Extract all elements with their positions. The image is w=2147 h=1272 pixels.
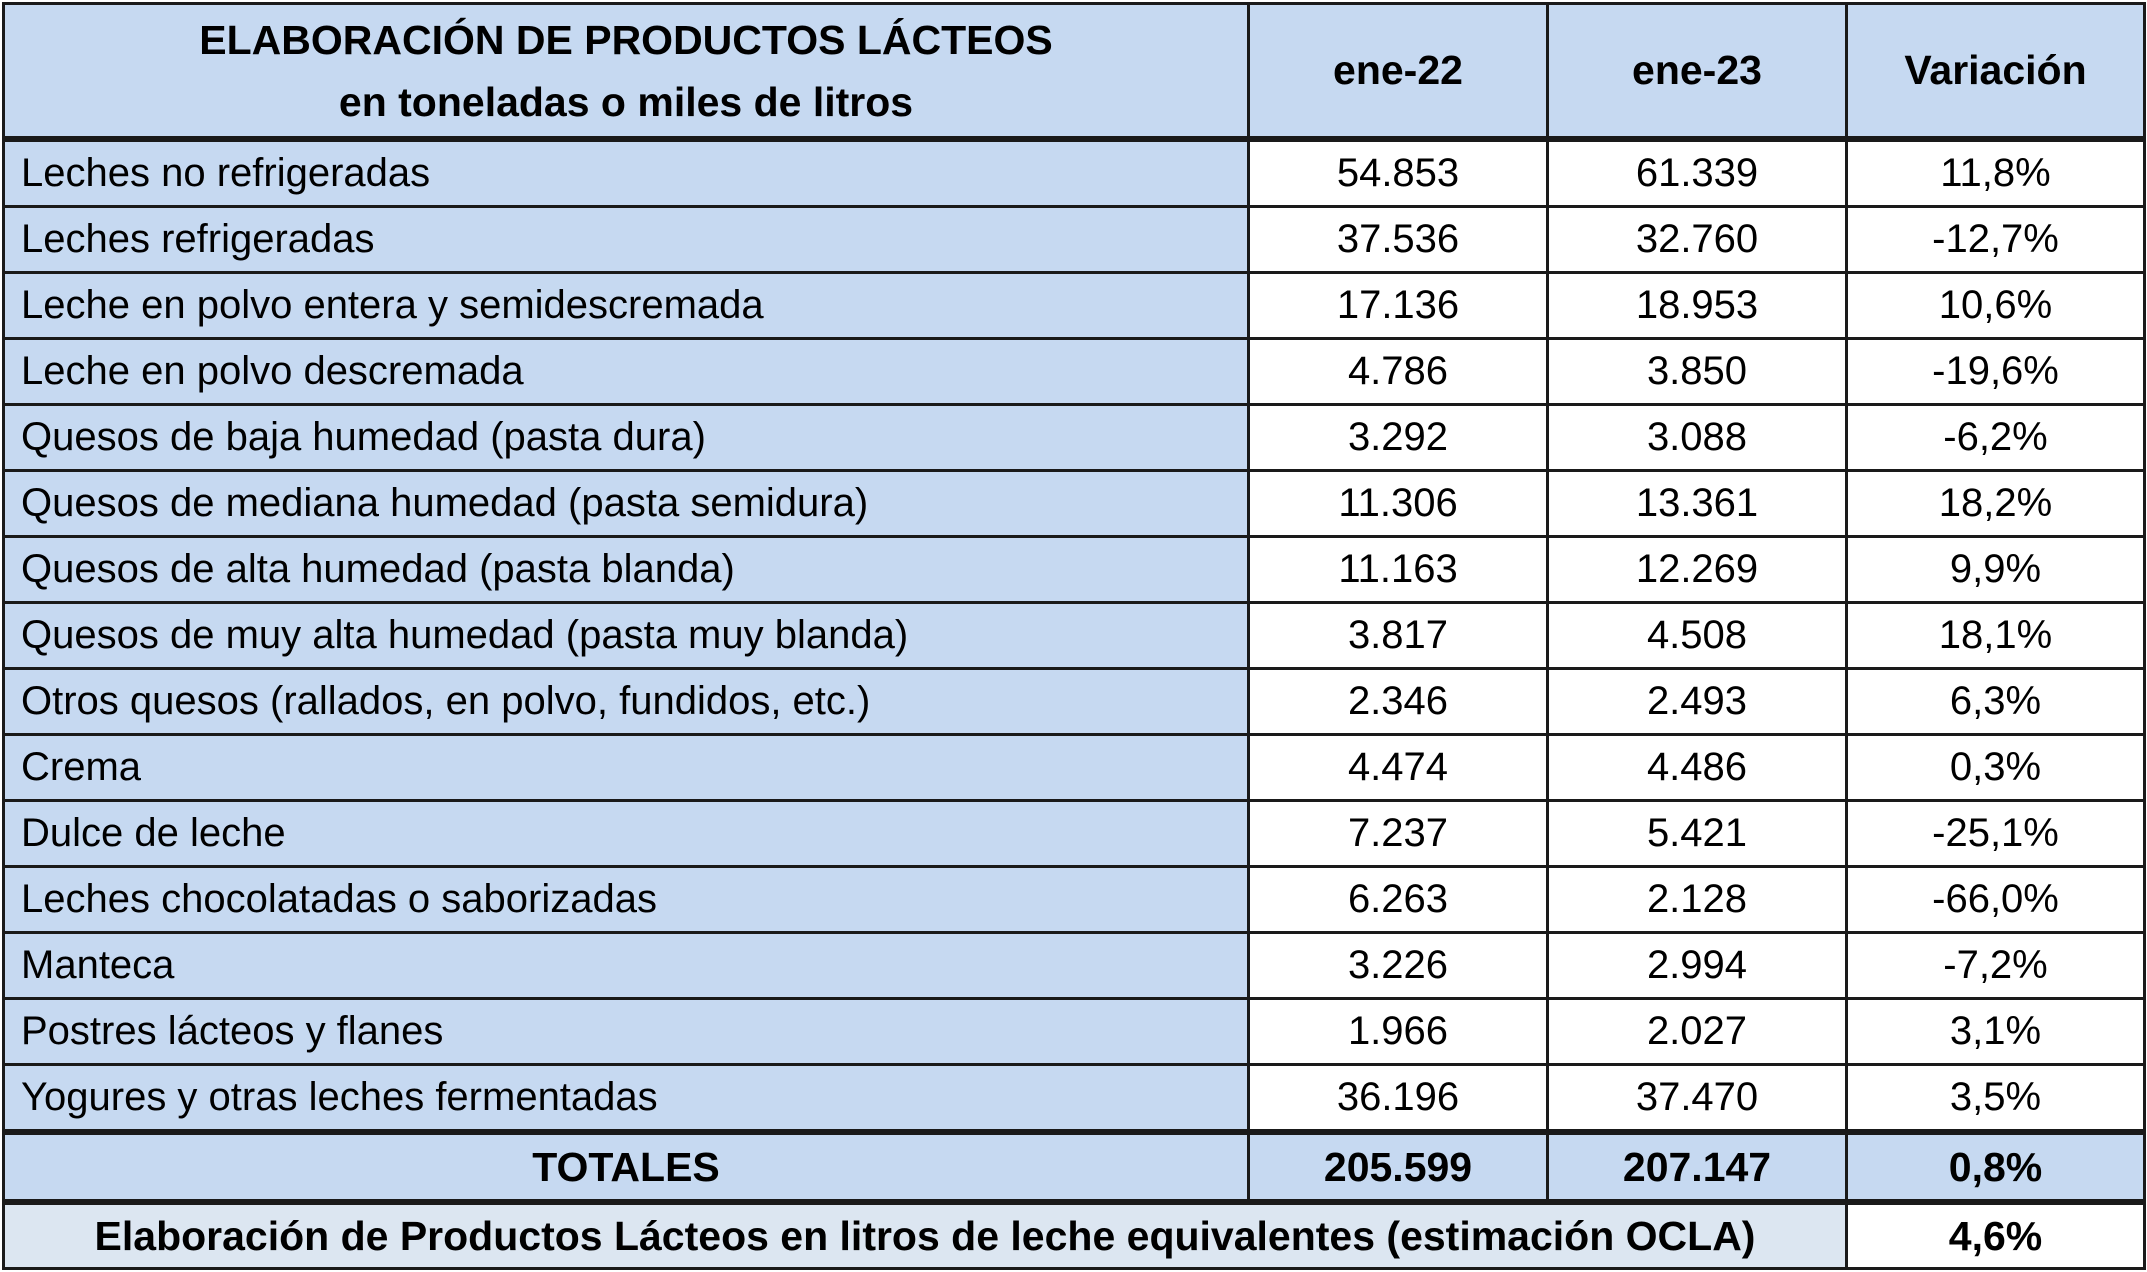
totals-label: TOTALES xyxy=(2,1129,1250,1205)
table-row: Quesos de alta humedad (pasta blanda) 11.… xyxy=(2,535,2146,604)
row-value-ene-23: 37.470 xyxy=(1546,1063,1848,1134)
row-label: Crema xyxy=(2,733,1250,802)
table-row: Otros quesos (rallados, en polvo, fundid… xyxy=(2,667,2146,736)
row-label: Leche en polvo entera y semidescremada xyxy=(2,271,1250,340)
row-variation: -12,7% xyxy=(1845,205,2146,274)
column-header-ene-23: ene-23 xyxy=(1546,2,1848,142)
header-row: ELABORACIÓN DE PRODUCTOS LÁCTEOS en tone… xyxy=(2,2,2146,142)
totals-variation: 0,8% xyxy=(1845,1129,2146,1205)
row-label: Quesos de alta humedad (pasta blanda) xyxy=(2,535,1250,604)
row-value-ene-22: 6.263 xyxy=(1247,865,1549,934)
table-row: Quesos de mediana humedad (pasta semidur… xyxy=(2,469,2146,538)
row-value-ene-23: 2.027 xyxy=(1546,997,1848,1066)
totals-ene-22: 205.599 xyxy=(1247,1129,1549,1205)
row-value-ene-23: 2.493 xyxy=(1546,667,1848,736)
row-label: Leches refrigeradas xyxy=(2,205,1250,274)
row-variation: 18,1% xyxy=(1845,601,2146,670)
row-label: Yogures y otras leches fermentadas xyxy=(2,1063,1250,1134)
table-row: Postres lácteos y flanes 1.966 2.027 3,1% xyxy=(2,997,2146,1066)
row-variation: -66,0% xyxy=(1845,865,2146,934)
row-value-ene-23: 12.269 xyxy=(1546,535,1848,604)
footer-row: Elaboración de Productos Lácteos en litr… xyxy=(2,1200,2146,1270)
row-value-ene-22: 3.817 xyxy=(1247,601,1549,670)
row-value-ene-23: 18.953 xyxy=(1546,271,1848,340)
row-variation: 3,1% xyxy=(1845,997,2146,1066)
row-label: Quesos de muy alta humedad (pasta muy bl… xyxy=(2,601,1250,670)
row-value-ene-22: 1.966 xyxy=(1247,997,1549,1066)
footer-label: Elaboración de Productos Lácteos en litr… xyxy=(2,1200,1848,1270)
row-value-ene-22: 36.196 xyxy=(1247,1063,1549,1134)
row-value-ene-23: 5.421 xyxy=(1546,799,1848,868)
row-value-ene-22: 3.226 xyxy=(1247,931,1549,1000)
row-label: Quesos de mediana humedad (pasta semidur… xyxy=(2,469,1250,538)
row-value-ene-23: 61.339 xyxy=(1546,137,1848,208)
row-value-ene-23: 32.760 xyxy=(1546,205,1848,274)
row-value-ene-23: 13.361 xyxy=(1546,469,1848,538)
column-header-ene-22: ene-22 xyxy=(1247,2,1549,142)
row-value-ene-22: 17.136 xyxy=(1247,271,1549,340)
row-variation: -6,2% xyxy=(1845,403,2146,472)
row-label: Leches chocolatadas o saborizadas xyxy=(2,865,1250,934)
row-label: Postres lácteos y flanes xyxy=(2,997,1250,1066)
table-row: Quesos de muy alta humedad (pasta muy bl… xyxy=(2,601,2146,670)
column-header-variacion: Variación xyxy=(1845,2,2146,142)
row-variation: 18,2% xyxy=(1845,469,2146,538)
row-value-ene-23: 3.850 xyxy=(1546,337,1848,406)
table-title-line1: ELABORACIÓN DE PRODUCTOS LÁCTEOS xyxy=(199,16,1053,63)
row-label: Leches no refrigeradas xyxy=(2,137,1250,208)
table-row: Leche en polvo descremada 4.786 3.850 -19,6… xyxy=(2,337,2146,406)
row-value-ene-22: 54.853 xyxy=(1247,137,1549,208)
table-title: ELABORACIÓN DE PRODUCTOS LÁCTEOS en tone… xyxy=(2,2,1250,142)
row-variation: 3,5% xyxy=(1845,1063,2146,1134)
row-value-ene-22: 11.163 xyxy=(1247,535,1549,604)
table-row: Leches chocolatadas o saborizadas 6.263 2.… xyxy=(2,865,2146,934)
row-label: Quesos de baja humedad (pasta dura) xyxy=(2,403,1250,472)
table-row: Crema 4.474 4.486 0,3% xyxy=(2,733,2146,802)
row-variation: -7,2% xyxy=(1845,931,2146,1000)
row-variation: -25,1% xyxy=(1845,799,2146,868)
row-variation: 0,3% xyxy=(1845,733,2146,802)
row-value-ene-22: 37.536 xyxy=(1247,205,1549,274)
row-value-ene-23: 2.128 xyxy=(1546,865,1848,934)
row-label: Otros quesos (rallados, en polvo, fundid… xyxy=(2,667,1250,736)
row-variation: 6,3% xyxy=(1845,667,2146,736)
table-row: Manteca 3.226 2.994 -7,2% xyxy=(2,931,2146,1000)
row-value-ene-23: 4.508 xyxy=(1546,601,1848,670)
table-row: Leche en polvo entera y semidescremada 17… xyxy=(2,271,2146,340)
row-variation: -19,6% xyxy=(1845,337,2146,406)
row-value-ene-22: 7.237 xyxy=(1247,799,1549,868)
table-row: Leches refrigeradas 37.536 32.760 -12,7% xyxy=(2,205,2146,274)
totals-ene-23: 207.147 xyxy=(1546,1129,1848,1205)
row-variation: 10,6% xyxy=(1845,271,2146,340)
table-row: Leches no refrigeradas 54.853 61.339 11,8% xyxy=(2,137,2146,208)
table-row: Yogures y otras leches fermentadas 36.196… xyxy=(2,1063,2146,1134)
row-value-ene-23: 2.994 xyxy=(1546,931,1848,1000)
row-label: Leche en polvo descremada xyxy=(2,337,1250,406)
row-value-ene-22: 11.306 xyxy=(1247,469,1549,538)
row-value-ene-22: 2.346 xyxy=(1247,667,1549,736)
row-variation: 9,9% xyxy=(1845,535,2146,604)
row-value-ene-22: 4.786 xyxy=(1247,337,1549,406)
totals-row: TOTALES 205.599 207.147 0,8% xyxy=(2,1129,2146,1205)
table-row: Quesos de baja humedad (pasta dura) 3.292… xyxy=(2,403,2146,472)
row-label: Manteca xyxy=(2,931,1250,1000)
row-variation: 11,8% xyxy=(1845,137,2146,208)
footer-value: 4,6% xyxy=(1845,1200,2146,1270)
row-label: Dulce de leche xyxy=(2,799,1250,868)
row-value-ene-23: 3.088 xyxy=(1546,403,1848,472)
table-title-line2: en toneladas o miles de litros xyxy=(338,78,914,125)
table-row: Dulce de leche 7.237 5.421 -25,1% xyxy=(2,799,2146,868)
row-value-ene-22: 3.292 xyxy=(1247,403,1549,472)
row-value-ene-22: 4.474 xyxy=(1247,733,1549,802)
row-value-ene-23: 4.486 xyxy=(1546,733,1848,802)
